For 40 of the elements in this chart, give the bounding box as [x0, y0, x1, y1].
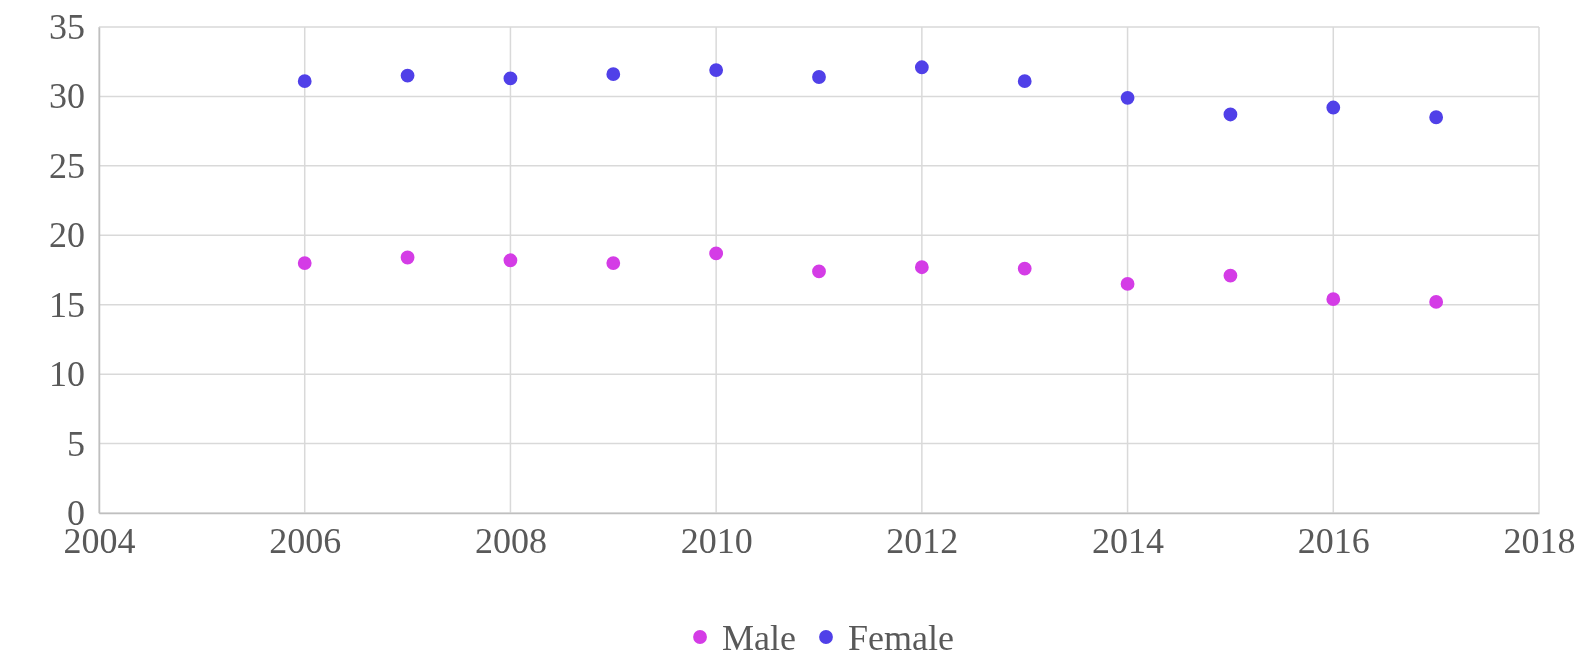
x-tick-label: 2010	[680, 520, 753, 561]
x-tick-label: 2016	[1297, 520, 1370, 561]
point	[914, 60, 929, 75]
point	[914, 260, 929, 275]
legend-label: Female	[848, 617, 954, 658]
point	[1223, 107, 1238, 122]
point	[812, 70, 826, 84]
point	[606, 67, 621, 82]
point	[1326, 100, 1341, 115]
point	[1223, 268, 1238, 283]
point	[1429, 295, 1444, 309]
x-tick-label: 2018	[1503, 520, 1576, 561]
point	[1326, 292, 1341, 307]
y-tick-label: 5	[67, 423, 85, 464]
y-tick-label: 35	[49, 7, 85, 48]
point	[709, 63, 724, 77]
legend-label: Male	[722, 617, 796, 658]
point	[1429, 110, 1444, 125]
point	[1120, 90, 1135, 105]
x-tick-label: 2012	[886, 520, 959, 561]
y-tick-label: 20	[49, 215, 85, 256]
y-tick-label: 25	[49, 145, 85, 186]
point	[297, 74, 312, 89]
point	[400, 250, 415, 265]
point	[503, 71, 518, 86]
point	[812, 264, 826, 279]
point	[1120, 276, 1135, 291]
point	[400, 68, 415, 83]
x-tick-label: 2014	[1092, 520, 1165, 561]
point	[1017, 74, 1032, 89]
point	[297, 256, 312, 270]
y-tick-label: 30	[49, 76, 85, 117]
x-tick-label: 2006	[269, 520, 342, 561]
y-tick-label: 15	[49, 284, 85, 325]
point	[503, 253, 518, 268]
point	[709, 246, 724, 261]
x-tick-label: 2008	[474, 520, 547, 561]
point	[1017, 261, 1032, 276]
y-tick-label: 10	[49, 354, 85, 395]
point	[606, 256, 621, 270]
